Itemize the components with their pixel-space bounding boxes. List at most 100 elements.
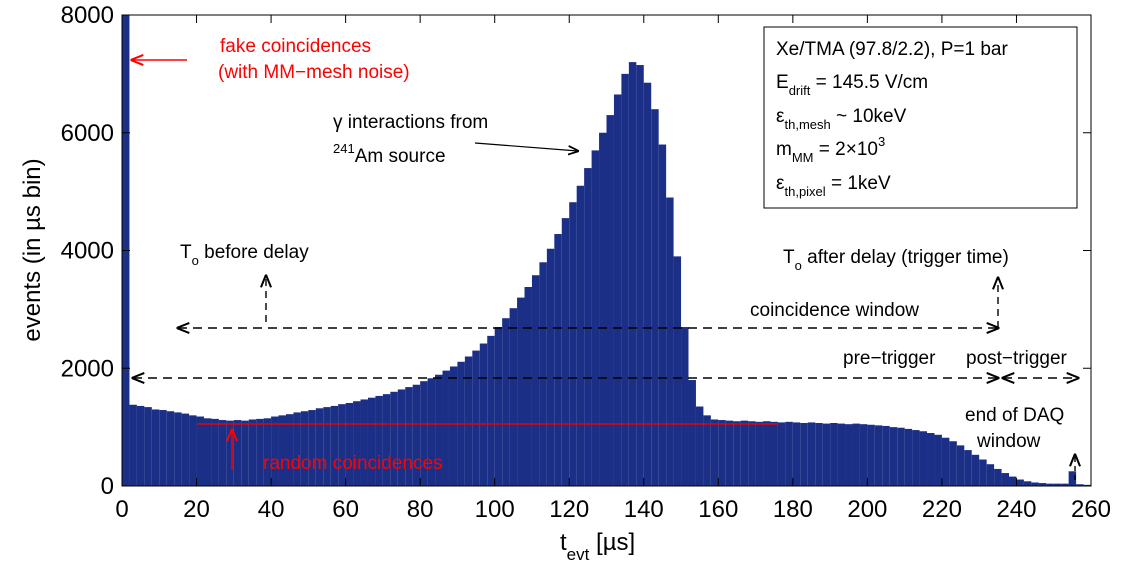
bar (308, 410, 316, 486)
bar (740, 420, 749, 486)
bars (122, 15, 1091, 487)
annotation: fake coincidences (220, 36, 371, 57)
info-text: m (776, 139, 792, 160)
bar (852, 423, 860, 486)
bar (889, 427, 898, 486)
annotation-text: after delay (trigger time) (802, 247, 1009, 268)
y-tick-label: 6000 (61, 120, 114, 147)
bar (1061, 483, 1069, 486)
bar (986, 464, 995, 486)
annotation: (with MM−mesh noise) (218, 62, 410, 83)
x-tick-label: 180 (773, 496, 813, 523)
bar (233, 420, 242, 486)
bar (561, 218, 570, 486)
x-tick-label: 160 (698, 496, 738, 523)
bar (151, 409, 160, 486)
bar (613, 94, 622, 486)
x-tick-label: 140 (624, 496, 664, 523)
bar (800, 423, 808, 486)
bar (1016, 479, 1024, 486)
info-text: = 2×10 (814, 139, 878, 160)
subscript: th,mesh (784, 117, 830, 132)
bar (241, 420, 249, 486)
bar (636, 65, 644, 486)
x-tick-label: 40 (258, 496, 285, 523)
annotation: 241Am source (333, 141, 446, 167)
bar (673, 256, 682, 486)
subscript: th,pixel (784, 184, 825, 199)
x-tick-label: 20 (183, 496, 210, 523)
bar (591, 150, 600, 486)
bar (934, 434, 942, 486)
bar (651, 109, 659, 486)
y-tick-label: 4000 (61, 238, 114, 265)
bar (1083, 484, 1091, 486)
bar (211, 418, 219, 486)
info-text: ε (776, 106, 785, 127)
bar (405, 387, 413, 486)
bar (964, 450, 972, 486)
bar (897, 427, 905, 486)
bar (166, 411, 175, 486)
bar (1068, 471, 1077, 486)
bar (807, 422, 816, 486)
bar (681, 327, 689, 486)
bar (435, 374, 443, 486)
bar (882, 425, 890, 486)
bar (777, 422, 786, 486)
bar (278, 415, 286, 486)
bar (919, 431, 928, 486)
bar (859, 424, 868, 486)
x-label-sub: evt (567, 545, 590, 564)
subscript: o (192, 253, 199, 268)
bar (502, 318, 510, 486)
bar (338, 404, 346, 486)
subscript: o (795, 258, 802, 273)
bar (196, 416, 204, 486)
info-line: Xe/TMA (97.8/2.2), P=1 bar (776, 39, 1008, 60)
bar (531, 275, 540, 486)
annotation: end of DAQ (965, 405, 1064, 426)
bar (330, 405, 339, 486)
bar (569, 202, 577, 486)
bar (546, 248, 555, 486)
bar (181, 413, 190, 486)
bar (695, 406, 704, 486)
bar (1046, 483, 1054, 486)
bar (763, 421, 771, 486)
bar (1031, 482, 1039, 486)
bar (174, 412, 182, 486)
bar (218, 420, 227, 486)
y-axis-label: events (in µs bin) (19, 158, 46, 341)
bar (725, 420, 734, 486)
bar (472, 350, 480, 486)
y-tick-label: 0 (101, 473, 114, 500)
bar (353, 401, 361, 486)
bar (606, 115, 614, 487)
bar (129, 404, 137, 486)
x-tick-label: 100 (475, 496, 515, 523)
bar (830, 423, 838, 486)
annotation: To after delay (trigger time) (783, 247, 1009, 273)
bar (300, 411, 309, 486)
bar (136, 405, 145, 486)
superscript: 241 (333, 141, 355, 156)
bar (1038, 483, 1047, 486)
bar (628, 62, 637, 486)
bar (815, 423, 823, 486)
annotation-text: T (783, 247, 795, 268)
annotation: post−trigger (966, 348, 1068, 369)
superscript: 3 (878, 134, 885, 149)
x-tick-label: 0 (115, 496, 128, 523)
bar (271, 416, 279, 486)
y-tick-label: 2000 (61, 355, 114, 382)
bar (464, 356, 473, 486)
info-text: = 1keV (826, 173, 891, 194)
annotation-text: before delay (199, 242, 309, 263)
bar (867, 424, 875, 486)
info-text: = 145.5 V/cm (810, 72, 928, 93)
x-label-rest: [µs] (589, 529, 635, 556)
bar (226, 420, 234, 486)
arrow (474, 142, 578, 151)
bar (382, 394, 391, 486)
